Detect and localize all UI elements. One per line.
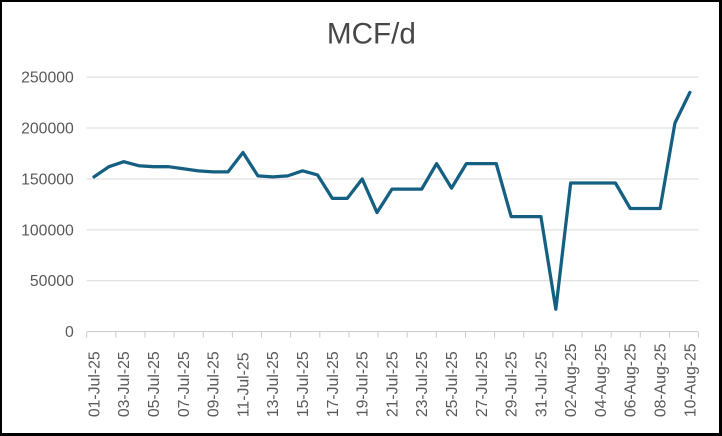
x-axis-label: 07-Jul-25: [176, 351, 193, 417]
y-axis-label: 50000: [30, 273, 74, 290]
x-axis-label: 29-Jul-25: [504, 351, 521, 417]
x-axis-label: 31-Jul-25: [533, 351, 550, 417]
x-axis-label: 19-Jul-25: [355, 351, 372, 417]
gridlines: [86, 76, 699, 333]
data-series: [92, 90, 692, 311]
y-axis-label: 250000: [21, 70, 74, 87]
chart-title: MCF/d: [327, 18, 416, 51]
x-axis-ticks: [86, 332, 700, 338]
x-axis-label: 09-Jul-25: [206, 351, 223, 417]
x-axis-label: 27-Jul-25: [474, 351, 491, 417]
x-axis-label: 01-Jul-25: [86, 351, 103, 417]
x-axis-label: 13-Jul-25: [265, 351, 282, 417]
x-axis-label: 23-Jul-25: [414, 351, 431, 417]
x-axis-label: 21-Jul-25: [384, 351, 401, 417]
x-axis-label: 03-Jul-25: [116, 351, 133, 417]
y-axis-label: 100000: [21, 222, 74, 239]
x-axis-label: 04-Aug-25: [593, 343, 610, 417]
data-series-line: [92, 90, 692, 311]
x-axis-label: 11-Jul-25: [235, 352, 252, 417]
x-axis-label: 06-Aug-25: [623, 343, 640, 417]
y-axis-label: 0: [65, 324, 74, 341]
x-axis-labels: 01-Jul-25 03-Jul-25 05-Jul-25 07-Jul-25 09-J…: [86, 343, 699, 417]
x-axis-label: 05-Jul-25: [146, 351, 163, 417]
y-axis-labels: 0 50000 100000 150000 200000 250000: [21, 70, 74, 342]
x-axis-label: 08-Aug-25: [653, 343, 670, 417]
x-axis-label: 02-Aug-25: [563, 343, 580, 417]
x-axis-label: 10-Aug-25: [682, 343, 699, 417]
x-axis-label: 17-Jul-25: [325, 351, 342, 417]
x-axis-label: 25-Jul-25: [444, 351, 461, 417]
y-axis-label: 150000: [21, 171, 74, 188]
x-axis-label: 15-Jul-25: [295, 351, 312, 417]
y-axis-label: 200000: [21, 120, 74, 137]
